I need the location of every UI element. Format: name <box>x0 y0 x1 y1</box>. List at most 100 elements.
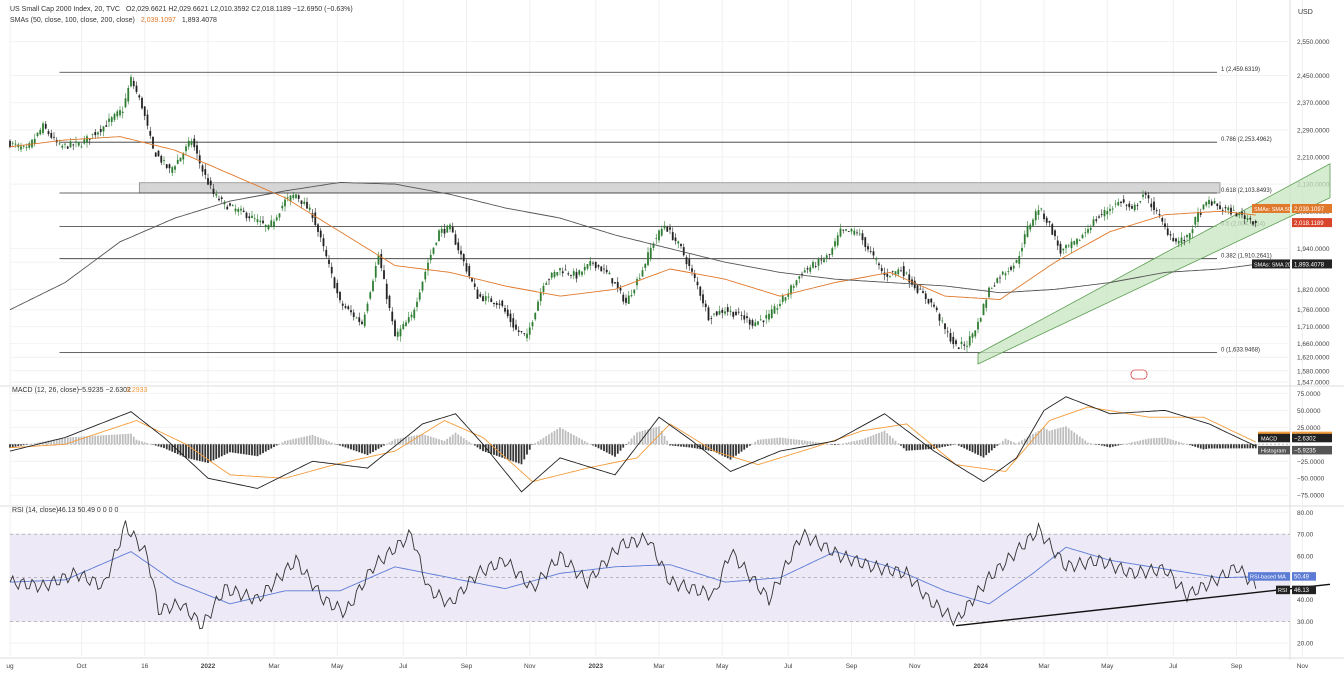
macd-histogram-bar <box>1147 438 1150 445</box>
candle-body <box>1205 201 1208 206</box>
macd-histogram-bar <box>207 444 209 463</box>
candle-body <box>165 164 168 168</box>
macd-value-bg <box>1292 433 1332 443</box>
macd-histogram-bar <box>429 436 432 445</box>
candle-body <box>446 225 449 233</box>
macd-histogram-bar <box>25 444 28 445</box>
macd-histogram-bar <box>592 444 594 446</box>
macd-histogram-bar <box>1078 436 1081 445</box>
candle-body <box>751 320 754 326</box>
macd-histogram-bar <box>1186 444 1188 445</box>
candle-body <box>539 292 542 302</box>
macd-histogram-bar <box>768 438 770 445</box>
candle-body <box>1007 271 1010 272</box>
macd-histogram-bar <box>1188 444 1191 446</box>
candle-body <box>435 242 438 245</box>
macd-histogram-bar <box>1065 426 1067 445</box>
candle-body <box>1210 201 1213 206</box>
macd-histogram-bar <box>897 443 900 445</box>
currency-label: USD <box>1298 9 1317 16</box>
candle-body <box>1125 204 1128 206</box>
candle-body <box>72 144 75 146</box>
macd-histogram-bar <box>856 440 858 445</box>
macd-histogram-bar <box>36 442 39 445</box>
candle-body <box>1059 243 1062 254</box>
candle-body <box>1131 206 1133 209</box>
candle-body <box>1023 234 1026 245</box>
macd-histogram-bar <box>638 431 641 445</box>
macd-histogram-bar <box>168 444 171 451</box>
macd-histogram-bar <box>1045 429 1048 445</box>
candle-body <box>116 111 119 117</box>
macd-histogram-bar <box>328 441 330 445</box>
candle-body <box>20 146 22 150</box>
candle-body <box>718 310 721 315</box>
macd-histogram-bar <box>949 444 952 446</box>
macd-histogram-bar <box>174 444 176 453</box>
candle-body <box>141 97 143 109</box>
candle-body <box>14 143 17 145</box>
macd-histogram-bar <box>501 444 504 458</box>
candle-body <box>311 213 314 219</box>
candle-body <box>693 273 696 279</box>
macd-histogram-bar <box>1161 437 1164 445</box>
candle-body <box>1133 204 1136 211</box>
macd-histogram-bar <box>1015 443 1018 445</box>
candle-body <box>256 219 259 223</box>
candle-body <box>143 106 146 116</box>
1-y-tick-label: −25.0000 <box>1297 459 1325 466</box>
macd-histogram-bar <box>685 444 688 448</box>
candle-body <box>754 322 757 327</box>
macd-histogram-bar <box>825 443 828 445</box>
macd-histogram-bar <box>1213 444 1216 449</box>
candle-body <box>215 194 218 196</box>
candle-body <box>894 271 897 276</box>
candle-body <box>680 243 682 247</box>
candle-body <box>39 129 42 135</box>
candle-body <box>429 254 432 261</box>
candle-body <box>344 306 347 308</box>
candle-body <box>449 224 451 230</box>
candle-body <box>1194 216 1197 225</box>
candle-body <box>303 201 306 204</box>
macd-histogram-bar <box>872 435 875 445</box>
macd-histogram-bar <box>583 441 586 445</box>
macd-histogram-bar <box>99 435 102 445</box>
candle-body <box>347 306 350 310</box>
candle-body <box>58 143 61 145</box>
macd-histogram-bar <box>570 433 572 445</box>
macd-histogram-bar <box>605 444 608 453</box>
macd-histogram-bar <box>1111 444 1114 447</box>
macd-histogram-bar <box>575 436 578 445</box>
macd-histogram-bar <box>394 439 396 445</box>
macd-histogram-bar <box>952 444 955 445</box>
macd-histogram-bar <box>295 438 297 445</box>
macd-histogram-bar <box>600 444 603 450</box>
macd-histogram-bar <box>1254 444 1257 449</box>
macd-histogram-bar <box>1012 442 1015 445</box>
macd-histogram-bar <box>113 434 116 445</box>
macd-histogram-bar <box>80 436 83 445</box>
macd-histogram-bar <box>682 444 685 447</box>
macd-histogram-bar <box>858 439 861 445</box>
0-y-tick-label: 1,760.0000 <box>1297 307 1330 314</box>
last-price-bg <box>1292 218 1332 228</box>
macd-histogram-bar <box>20 444 22 446</box>
macd-histogram-bar <box>413 435 416 445</box>
candle-body <box>966 345 968 347</box>
candle-body <box>960 341 963 345</box>
candle-body <box>493 302 495 305</box>
candle-body <box>638 278 641 279</box>
macd-histogram-bar <box>94 435 97 445</box>
candle-body <box>465 263 468 272</box>
candle-body <box>31 139 33 148</box>
candle-body <box>292 194 295 199</box>
macd-histogram-bar <box>1023 438 1026 445</box>
macd-histogram-bar <box>1029 435 1032 445</box>
candle-body <box>1252 221 1254 225</box>
candle-body <box>732 311 735 317</box>
candle-body <box>160 155 163 163</box>
candle-body <box>1213 201 1216 204</box>
x-tick-label: Mar <box>1038 663 1050 670</box>
